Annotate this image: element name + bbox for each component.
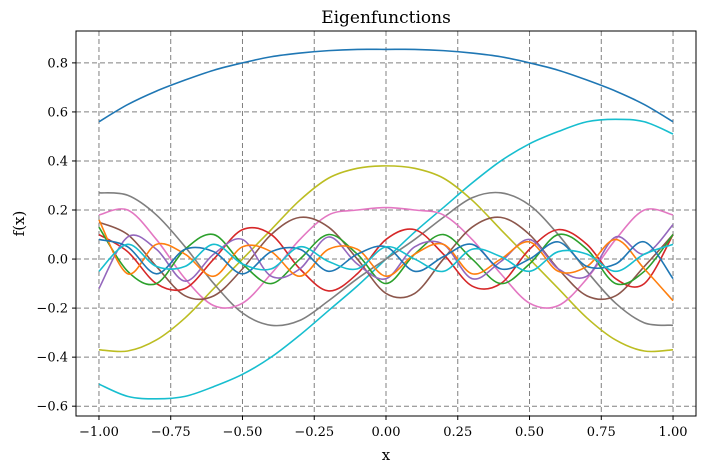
y-axis-label: f(x) (10, 211, 28, 237)
series-line (98, 226, 674, 292)
y-tick-label: 0.0 (47, 253, 68, 268)
chart-title: Eigenfunctions (321, 8, 451, 28)
y-tick-label: 0.2 (47, 204, 68, 219)
x-axis-label: x (382, 446, 391, 464)
x-tick-label: 0.75 (587, 425, 616, 440)
y-tick-label: 0.4 (47, 154, 68, 169)
series-line (98, 216, 674, 301)
series-line (98, 243, 674, 273)
x-tick-label: −0.50 (223, 425, 263, 440)
y-tick-label: −0.6 (36, 400, 68, 415)
series-line (98, 206, 674, 309)
y-axis-ticks: −0.6 −0.4 −0.2 0.0 0.2 0.4 0.6 0.8 (36, 56, 76, 415)
series-line (98, 48, 674, 123)
y-tick-label: −0.2 (36, 302, 68, 317)
x-axis-ticks: −1.00 −0.75 −0.50 −0.25 0.00 0.25 0.50 0.75 1.00 (79, 416, 688, 440)
x-tick-label: 1.00 (659, 425, 688, 440)
y-tick-label: 0.6 (47, 105, 68, 120)
y-tick-label: 0.8 (47, 56, 68, 71)
x-tick-label: 0.25 (443, 425, 472, 440)
series-line (98, 165, 674, 353)
y-tick-label: −0.4 (36, 351, 68, 366)
series-lines (98, 48, 674, 400)
x-tick-label: −0.75 (151, 425, 191, 440)
series-line (98, 224, 674, 289)
x-tick-label: 0.50 (515, 425, 544, 440)
x-tick-label: −0.25 (294, 425, 334, 440)
x-tick-label: −1.00 (79, 425, 119, 440)
x-tick-label: 0.00 (372, 425, 401, 440)
grid-lines (76, 31, 696, 416)
series-line (98, 226, 674, 286)
